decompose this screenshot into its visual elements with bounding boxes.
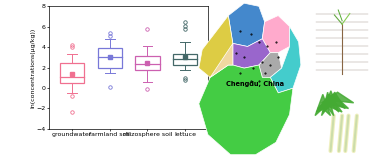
Y-axis label: ln(concentrations(μg/kg)): ln(concentrations(μg/kg)) bbox=[30, 28, 35, 108]
Polygon shape bbox=[322, 92, 354, 103]
Polygon shape bbox=[315, 94, 330, 116]
Polygon shape bbox=[323, 91, 339, 112]
Polygon shape bbox=[322, 92, 334, 116]
Polygon shape bbox=[324, 92, 345, 109]
Polygon shape bbox=[270, 26, 301, 93]
Polygon shape bbox=[259, 53, 282, 77]
Polygon shape bbox=[210, 43, 233, 77]
Polygon shape bbox=[233, 39, 270, 68]
Polygon shape bbox=[262, 16, 290, 53]
Bar bbox=[135, 56, 160, 70]
Polygon shape bbox=[199, 16, 233, 77]
Bar bbox=[173, 54, 197, 65]
Polygon shape bbox=[318, 94, 349, 109]
Bar bbox=[98, 48, 122, 68]
Bar bbox=[60, 62, 84, 83]
Polygon shape bbox=[316, 94, 342, 112]
Text: Chengdu, China: Chengdu, China bbox=[226, 81, 285, 87]
Polygon shape bbox=[228, 3, 265, 47]
Polygon shape bbox=[199, 65, 293, 155]
